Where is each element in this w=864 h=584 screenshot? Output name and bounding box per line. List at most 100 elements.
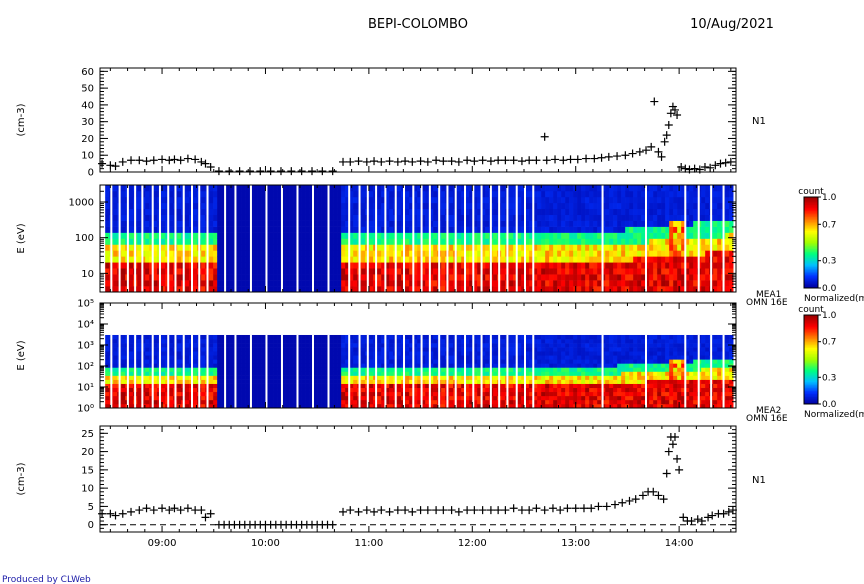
spectrogram-cell — [337, 379, 342, 384]
spectrogram-cell — [221, 375, 226, 380]
spectrogram-cell — [137, 226, 142, 233]
spectrogram-cell — [677, 280, 682, 287]
spectrogram-cell — [221, 256, 226, 263]
spectrogram-cell — [533, 202, 538, 210]
spectrogram-cell — [449, 196, 454, 204]
spectrogram-cell — [313, 185, 318, 192]
spectrogram-cell — [589, 185, 594, 192]
spectrogram-cell — [237, 274, 242, 281]
spectrogram-cell — [253, 185, 258, 192]
spectrogram-cell — [273, 185, 278, 192]
spectrogram-cell — [153, 202, 158, 210]
spectrogram-cell — [113, 371, 118, 376]
spectrogram-cell — [397, 185, 402, 192]
spectrogram-cell — [517, 286, 522, 293]
spectrogram-cell — [145, 387, 150, 393]
data-point — [256, 167, 265, 176]
spectrogram-cell — [237, 395, 242, 401]
spectrogram-cell — [161, 238, 166, 245]
spectrogram-cell — [457, 202, 462, 210]
spectrogram-cell — [229, 220, 234, 227]
spectrogram-cell — [405, 238, 410, 245]
spectrogram-cell — [589, 202, 594, 210]
spectrogram-cell — [345, 232, 350, 239]
spectrogram-cell — [557, 190, 562, 198]
spectrogram-cell — [413, 202, 418, 210]
spectrogram-cell — [561, 202, 566, 210]
spectrogram-cell — [717, 268, 722, 275]
spectrogram-cell — [305, 202, 310, 210]
spectrogram-cell — [681, 232, 686, 239]
spectrogram-cell — [113, 232, 118, 239]
spectrogram-cell — [589, 232, 594, 239]
spectrogram-cell — [597, 214, 602, 221]
spectrogram-cell — [517, 274, 522, 281]
spectrogram-cell — [201, 359, 206, 364]
data-gap — [375, 185, 378, 292]
spectrogram-cell — [297, 387, 302, 393]
spectrogram-cell — [105, 208, 110, 216]
spectrogram-cell — [501, 220, 506, 227]
spectrogram-cell — [273, 286, 278, 293]
spectrogram-cell — [597, 280, 602, 287]
spectrogram-cell — [481, 403, 486, 409]
spectrogram-cell — [237, 250, 242, 257]
spectrogram-cell — [361, 208, 366, 216]
spectrogram-cell — [681, 274, 686, 281]
spectrogram-cell — [225, 196, 230, 204]
spectrogram-cell — [509, 214, 514, 221]
spectrogram-cell — [309, 399, 314, 405]
spectrogram-cell — [609, 244, 614, 251]
spectrogram-cell — [257, 256, 262, 263]
spectrogram-cell — [477, 286, 482, 293]
data-gap — [206, 185, 209, 292]
spectrogram-cell — [473, 214, 478, 221]
spectrogram-cell — [457, 375, 462, 380]
spectrogram-cell — [713, 274, 718, 281]
spectrogram-cell — [449, 220, 454, 227]
spectrogram-cell — [381, 220, 386, 227]
spectrogram-cell — [645, 238, 650, 245]
spectrogram-cell — [385, 371, 390, 376]
spectrogram-cell — [429, 339, 434, 344]
spectrogram-cell — [429, 262, 434, 269]
spectrogram-cell — [465, 280, 470, 287]
spectrogram-cell — [221, 383, 226, 389]
spectrogram-cell — [645, 256, 650, 263]
spectrogram-cell — [257, 334, 262, 340]
spectrogram-cell — [241, 280, 246, 287]
spectrogram-cell — [309, 403, 314, 409]
spectrogram-cell — [349, 244, 354, 251]
spectrogram-cell — [677, 250, 682, 257]
spectrogram-cell — [153, 226, 158, 233]
spectrogram-cell — [317, 232, 322, 239]
spectrogram-cell — [385, 286, 390, 293]
spectrogram-cell — [153, 347, 158, 352]
spectrogram-cell — [405, 280, 410, 287]
spectrogram-cell — [121, 280, 126, 287]
spectrogram-cell — [441, 250, 446, 257]
spectrogram-cell — [641, 226, 646, 233]
spectrogram-cell — [409, 355, 414, 360]
spectrogram-cell — [333, 250, 338, 257]
spectrogram-cell — [473, 238, 478, 245]
spectrogram-cell — [241, 343, 246, 348]
spectrogram-cell — [517, 256, 522, 263]
spectrogram-cell — [409, 250, 414, 257]
spectrogram-cell — [361, 403, 366, 409]
spectrogram-cell — [245, 355, 250, 360]
spectrogram-cell — [353, 379, 358, 384]
spectrogram-cell — [241, 274, 246, 281]
data-point — [716, 159, 725, 168]
spectrogram-cell — [241, 238, 246, 245]
spectrogram-cell — [553, 214, 558, 221]
spectrogram-cell — [137, 214, 142, 221]
spectrogram-cell — [429, 220, 434, 227]
spectrogram-cell — [217, 190, 222, 198]
spectrogram-cell — [317, 196, 322, 204]
spectrogram-cell — [145, 238, 150, 245]
spectrogram-cell — [225, 208, 230, 216]
spectrogram-cell — [353, 196, 358, 204]
spectrogram-cell — [433, 379, 438, 384]
spectrogram-cell — [137, 371, 142, 376]
